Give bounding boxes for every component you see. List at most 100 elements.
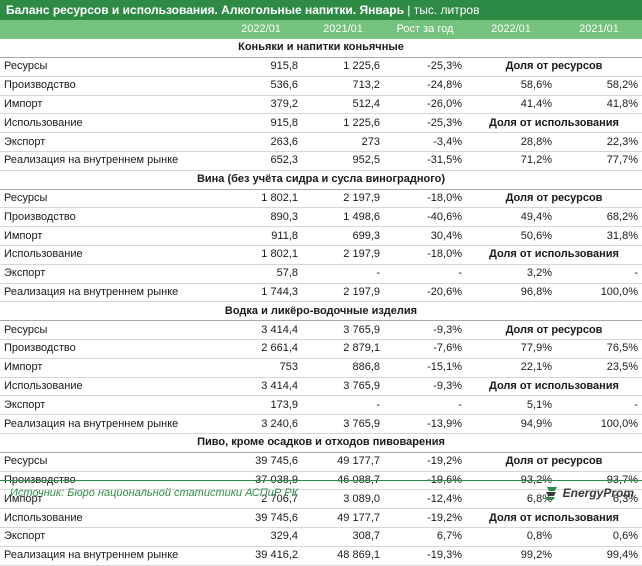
row-label: Ресурсы [0,452,220,472]
row-label: Экспорт [0,264,220,284]
share-2022: 58,6% [466,76,556,96]
table-row: Ресурсы 1 802,1 2 197,9 -18,0% Доля от ресур… [0,189,642,209]
table-row: Импорт 911,8 699,3 30,4% 50,6% 31,8% [0,226,642,247]
growth-value: -15,1% [384,358,466,378]
row-label: Использование [0,113,220,134]
share-2021: 99,4% [556,546,642,566]
value-2021: 886,8 [302,358,384,378]
value-2022: 911,8 [220,226,302,247]
share-2022: 71,2% [466,151,556,171]
table-row: Производство 37 038,9 46 088,7 -19,6% 93,2% 9… [0,471,642,491]
column-header-label [0,20,220,39]
value-2021: 512,4 [302,95,384,115]
column-header-share-2021: 2021/01 [556,20,642,39]
share-2021: 100,0% [556,283,642,303]
share-2021: 76,5% [556,339,642,359]
growth-value: - [384,264,466,284]
value-2022: 2 706,7 [220,489,302,510]
growth-value: -12,4% [384,489,466,510]
share-2022: 5,1% [466,395,556,416]
share-2022: 0,8% [466,527,556,547]
value-2021: 2 197,9 [302,245,384,265]
column-header-2021: 2021/01 [302,20,384,39]
value-2022: 173,9 [220,395,302,416]
table-row: Реализация на внутреннем рынке 3 240,6 3 7… [0,414,642,435]
growth-value: -9,3% [384,377,466,397]
value-2022: 3 240,6 [220,414,302,435]
share-2022: 28,8% [466,132,556,153]
title-main: Баланс ресурсов и использования. Алкогол… [6,3,404,17]
row-label: Использование [0,377,220,397]
growth-value: -3,4% [384,132,466,153]
share-2022: 94,9% [466,414,556,435]
row-label: Ресурсы [0,189,220,209]
value-2021: 2 879,1 [302,339,384,359]
value-2022: 39 745,6 [220,452,302,472]
growth-value: -25,3% [384,113,466,134]
section-title: Коньяки и напитки коньячные [0,38,642,59]
row-label: Реализация на внутреннем рынке [0,283,220,303]
value-2021: 2 197,9 [302,283,384,303]
row-label: Ресурсы [0,320,220,341]
table-row: Импорт 379,2 512,4 -26,0% 41,4% 41,8% [0,95,642,115]
footer-divider [0,480,642,481]
share-2021: 68,2% [556,207,642,228]
share-heading: Доля от ресурсов [466,57,642,77]
energyprom-logo: EnergyProm [544,485,634,501]
value-2021: 3 765,9 [302,414,384,435]
table-row: Производство 2 661,4 2 879,1 -7,6% 77,9% 76,5… [0,339,642,359]
table-title: Баланс ресурсов и использования. Алкогол… [0,0,642,20]
row-label: Производство [0,339,220,359]
value-2022: 3 414,4 [220,320,302,341]
share-heading: Доля от использования [466,245,642,265]
share-2021: - [556,264,642,284]
table-body: 2022/01 2021/01 Рост за год 2022/01 2021… [0,20,642,566]
share-2021: 41,8% [556,95,642,115]
row-label: Реализация на внутреннем рынке [0,151,220,171]
value-2022: 57,8 [220,264,302,284]
share-2022: 41,4% [466,95,556,115]
value-2021: 713,2 [302,76,384,96]
growth-value: -18,0% [384,189,466,209]
value-2022: 652,3 [220,151,302,171]
row-label: Импорт [0,489,220,510]
section-title: Пиво, кроме осадков и отходов пивоварени… [0,433,642,453]
table-row: Производство 890,3 1 498,6 -40,6% 49,4% 68,2% [0,207,642,228]
value-2021: 49 177,7 [302,452,384,472]
value-2021: 952,5 [302,151,384,171]
table-row: Импорт 753 886,8 -15,1% 22,1% 23,5% [0,358,642,378]
row-label: Реализация на внутреннем рынке [0,414,220,435]
column-header-share-2022: 2022/01 [466,20,556,39]
value-2022: 1 802,1 [220,189,302,209]
share-2021: 100,0% [556,414,642,435]
row-label: Импорт [0,95,220,115]
table-row: Реализация на внутреннем рынке 39 416,2 48… [0,546,642,566]
row-label: Производство [0,207,220,228]
value-2022: 263,6 [220,132,302,153]
table-row: Использование 39 745,6 49 177,7 -19,2% Доля … [0,508,642,529]
value-2021: 1 225,6 [302,113,384,134]
balance-table: 2022/01 2021/01 Рост за год 2022/01 2021… [0,20,642,566]
table-row: Ресурсы 915,8 1 225,6 -25,3% Доля от ресурсо… [0,57,642,77]
value-2021: - [302,264,384,284]
growth-value: 6,7% [384,527,466,547]
table-row: Экспорт 57,8- -3,2% - [0,264,642,284]
column-header-row: 2022/01 2021/01 Рост за год 2022/01 2021… [0,20,642,39]
value-2021: 2 197,9 [302,189,384,209]
share-2022: 3,2% [466,264,556,284]
title-separator: | [407,3,411,17]
value-2021: 48 869,1 [302,546,384,566]
growth-value: -20,6% [384,283,466,303]
share-heading: Доля от ресурсов [466,320,642,341]
row-label: Реализация на внутреннем рынке [0,546,220,566]
value-2022: 536,6 [220,76,302,96]
table-row: Реализация на внутреннем рынке 1 744,3 2 1… [0,283,642,303]
section-header-row: Вина (без учёта сидра и сусла виноградно… [0,170,642,190]
row-label: Экспорт [0,527,220,547]
growth-value: -19,2% [384,452,466,472]
growth-value: -18,0% [384,245,466,265]
table-row: Экспорт 173,9- -5,1% - [0,395,642,416]
row-label: Производство [0,76,220,96]
table-row: Использование 3 414,4 3 765,9 -9,3% Доля от … [0,377,642,397]
row-label: Импорт [0,358,220,378]
